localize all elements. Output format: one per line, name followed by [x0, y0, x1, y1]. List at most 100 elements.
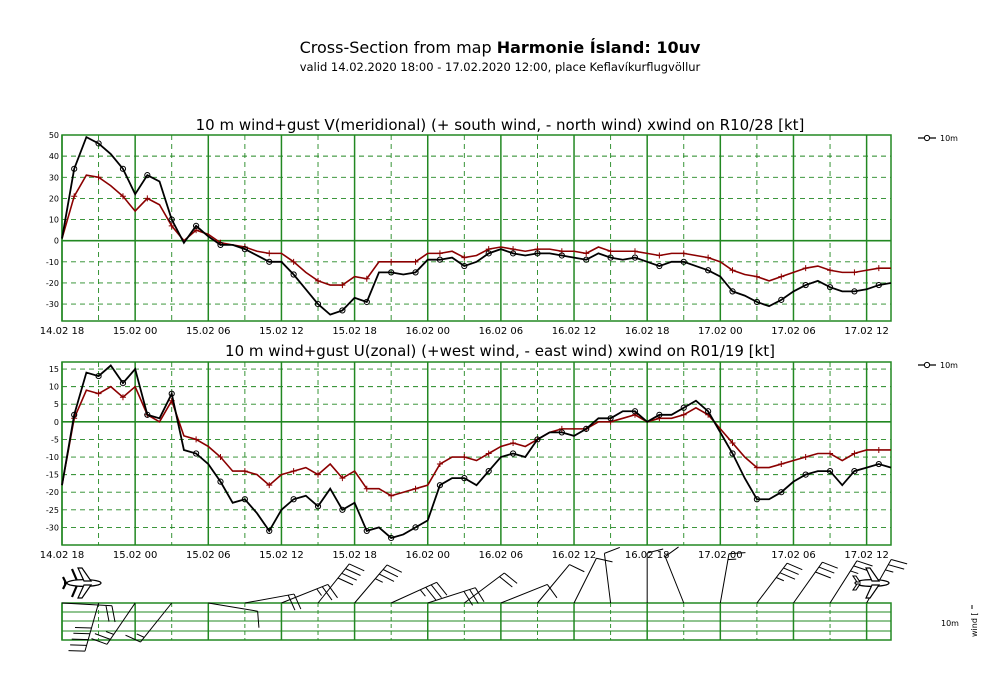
meridional-gust-point: [71, 193, 78, 200]
meridional-wind-point: [339, 307, 346, 314]
zonal-wind-point: [509, 450, 517, 457]
zonal-xtick-label: 15.02 18: [332, 550, 377, 561]
meridional-wind-point: [753, 298, 760, 306]
meridional-wind-point: [95, 140, 102, 147]
meridional-wind-point: [802, 281, 809, 289]
meridional-wind-point: [705, 267, 712, 274]
zonal-gust-point: [558, 425, 565, 432]
wind-barb: [537, 564, 585, 604]
wind-barb: [354, 564, 403, 604]
zonal-wind-point: [388, 534, 395, 542]
meridional-gust-point: [363, 275, 370, 282]
wind-barb: [125, 602, 173, 643]
meridional-xtick-label: 15.02 06: [186, 326, 231, 337]
meridional-ytick-label: -10: [46, 258, 59, 267]
meridional-wind-point: [558, 252, 565, 259]
airplane-icon-left: [62, 567, 102, 599]
wind-barb: [68, 602, 100, 652]
meridional-legend: 10m: [918, 134, 958, 143]
meridional-xtick-label: 14.02 18: [40, 326, 85, 337]
meridional-wind-point: [144, 172, 151, 179]
wind-barb: [756, 562, 803, 604]
meridional-wind-point: [436, 256, 444, 263]
meridional-gust-point: [607, 248, 614, 255]
meridional-wind-point: [241, 246, 248, 253]
meridional-xtick-label: 16.02 18: [625, 326, 670, 337]
zonal-wind-point: [266, 527, 273, 535]
zonal-xtick-label: 16.02 06: [479, 550, 524, 561]
zonal-legend: 10m: [918, 361, 958, 370]
meridional-gust-point: [705, 254, 712, 261]
zonal-wind-point: [241, 496, 248, 503]
meridional-gust-point: [144, 195, 151, 202]
wind-barb: [281, 583, 338, 604]
meridional-xtick-label: 15.02 00: [113, 326, 158, 337]
meridional-ytick-label: 10: [49, 216, 59, 225]
zonal-gust-line: [61, 385, 891, 497]
zonal-gust-point: [363, 485, 370, 492]
meridional-wind-point: [266, 258, 273, 265]
zonal-wind-point: [851, 467, 858, 475]
meridional-gust-point: [339, 282, 346, 289]
zonal-gust-point: [851, 450, 858, 457]
wind-barb: [91, 602, 136, 645]
zonal-wind-point: [436, 482, 444, 489]
meridional-wind-point: [461, 262, 468, 270]
meridional-gust-point: [875, 265, 882, 272]
zonal-xtick-label: 15.02 06: [186, 550, 231, 561]
meridional-gust-point: [851, 269, 858, 276]
meridional-ytick-label: 50: [49, 131, 59, 140]
meridional-wind-point: [71, 165, 78, 172]
meridional-gust-point: [290, 258, 297, 265]
meridional-wind-point: [119, 165, 127, 172]
wind-barb-frame: [61, 602, 892, 641]
zonal-wind-point: [680, 404, 687, 411]
zonal-gust-point: [753, 464, 760, 471]
meridional-gust-point: [168, 222, 175, 229]
zonal-xtick-label: 15.02 12: [259, 550, 304, 561]
zonal-ytick-label: 5: [54, 400, 59, 409]
zonal-ytick-label: -20: [46, 488, 59, 497]
meridional-gust-point: [778, 273, 785, 280]
zonal-wind-point: [705, 408, 712, 415]
zonal-wind-point: [363, 527, 370, 535]
wind-barb: [793, 561, 838, 604]
meridional-xtick-label: 15.02 18: [332, 326, 377, 337]
zonal-gust-point: [729, 439, 736, 446]
meridional-gust-point: [95, 174, 102, 181]
meridional-wind-point: [631, 254, 639, 261]
zonal-wind-point: [631, 408, 639, 415]
meridional-wind-point: [217, 241, 224, 249]
zonal-ytick-label: -10: [46, 453, 59, 462]
meridional-wind-point: [583, 256, 590, 263]
chart-subtitle: valid 14.02.2020 18:00 - 17.02.2020 12:0…: [299, 60, 701, 74]
wind-barb-panel: 10m wind [: [61, 546, 979, 652]
wind-barb: [244, 593, 302, 611]
wind-barb: [390, 581, 448, 604]
meridional-wind-point: [509, 250, 517, 257]
zonal-gust-point: [339, 475, 346, 482]
meridional-wind-point: [314, 300, 322, 308]
wind-barb: [500, 583, 558, 604]
zonal-xtick-label: 14.02 18: [40, 550, 85, 561]
zonal-wind-point: [193, 450, 200, 457]
wind-barb: [829, 560, 873, 604]
zonal-gust-point: [631, 411, 638, 418]
meridional-ytick-label: 0: [54, 237, 59, 246]
wind-barb: [317, 563, 365, 604]
meridional-wind-point: [680, 258, 687, 265]
zonal-xtick-label: 16.02 00: [405, 550, 450, 561]
meridional-gust-point: [583, 250, 590, 257]
zonal-gust-point: [875, 446, 882, 453]
wind-panel-label: wind [: [970, 612, 979, 637]
meridional-xtick-label: 17.02 00: [698, 326, 743, 337]
wind-barb: [603, 546, 620, 604]
meridional-gust-point: [388, 258, 395, 265]
zonal-wind-point: [119, 380, 127, 387]
zonal-gust-point: [388, 492, 395, 499]
zonal-ytick-label: -15: [46, 471, 59, 480]
zonal-xtick-label: 15.02 00: [113, 550, 158, 561]
zonal-gust-point: [485, 450, 492, 457]
zonal-wind-point: [461, 475, 468, 482]
